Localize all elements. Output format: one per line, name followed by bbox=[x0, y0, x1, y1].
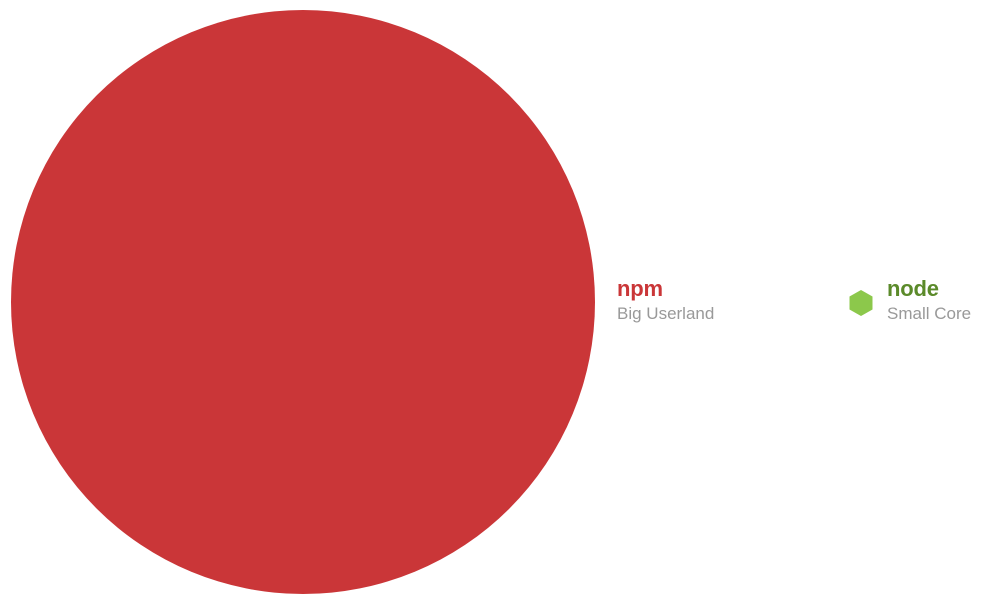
node-subtitle: Small Core bbox=[887, 304, 972, 323]
npm-label-group: npm Big Userland bbox=[617, 276, 714, 325]
npm-subtitle: Big Userland bbox=[617, 304, 715, 323]
node-label-group: node Small Core bbox=[887, 276, 971, 325]
npm-big-circle bbox=[11, 10, 595, 594]
hexagon-icon bbox=[849, 290, 873, 316]
node-title: node bbox=[887, 276, 939, 301]
node-hexagon-shape bbox=[849, 290, 873, 316]
npm-title: npm bbox=[617, 276, 663, 301]
